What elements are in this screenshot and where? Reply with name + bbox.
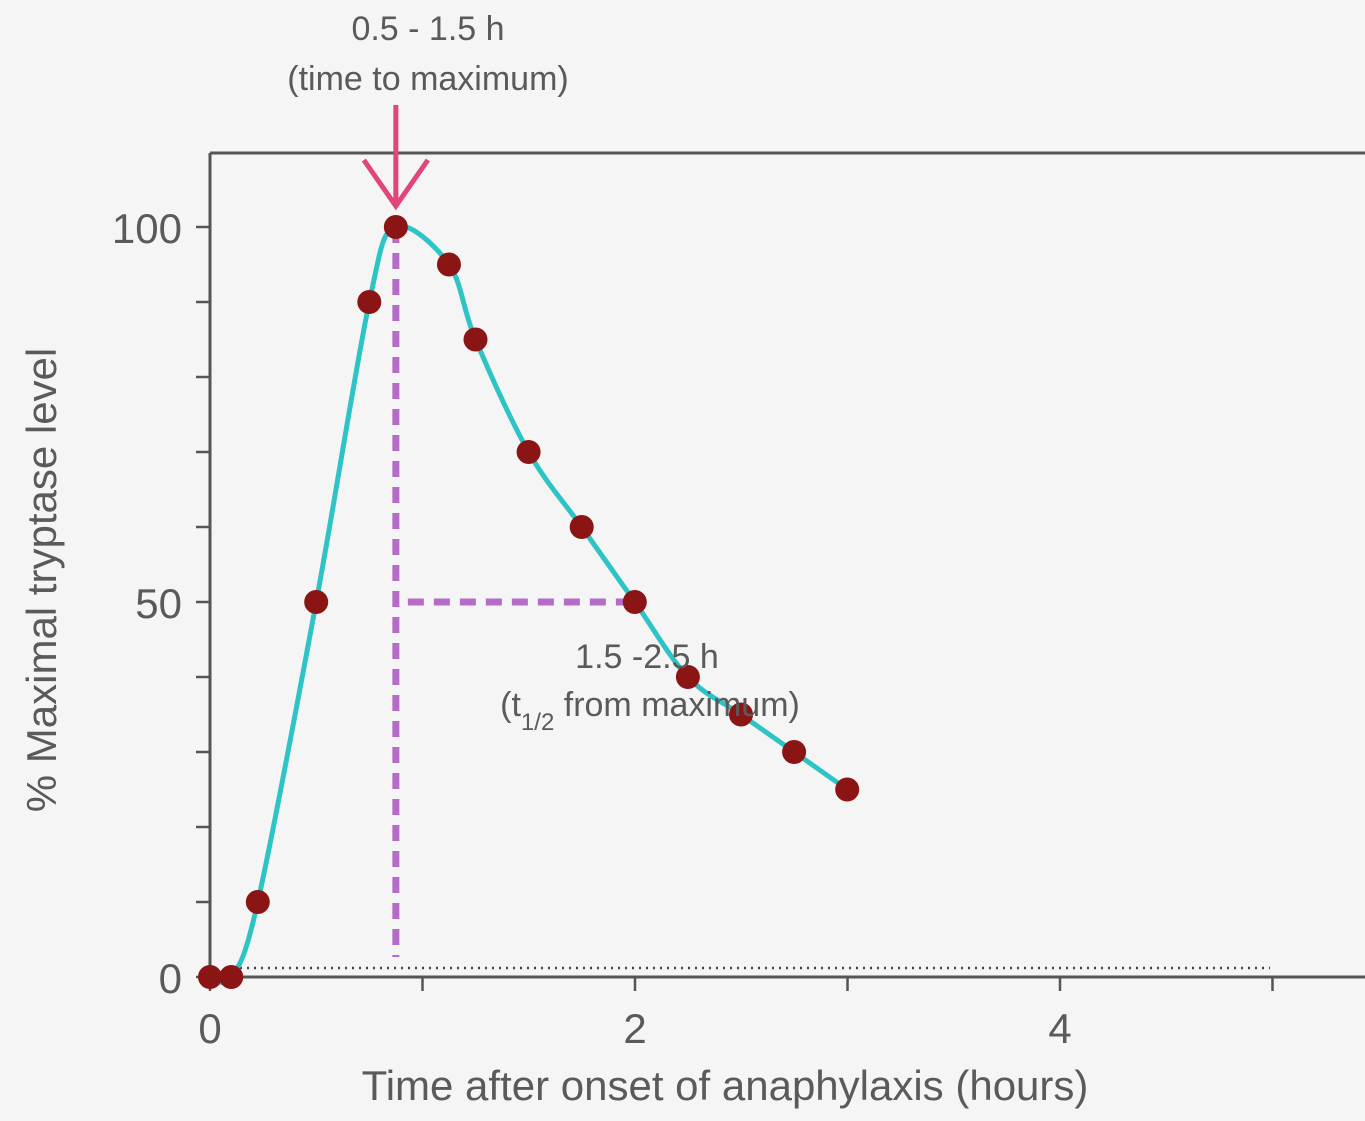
series-curve (209, 223, 849, 985)
data-point (463, 327, 488, 352)
data-point (782, 740, 807, 764)
data-point (675, 665, 700, 689)
y-tick-label: 0 (159, 955, 182, 1002)
data-point (622, 590, 647, 614)
y-axis-label: % Maximal tryptase level (18, 348, 65, 812)
axes (196, 151, 1365, 991)
data-point (304, 590, 329, 614)
annotation-half-life-line2: (t1/2 from maximum) (500, 686, 800, 736)
annotation-time-to-max-line2: (time to maximum) (287, 60, 568, 98)
data-point (383, 215, 408, 239)
data-point (198, 965, 222, 989)
peak-arrow-icon (361, 105, 430, 211)
tryptase-curve (209, 223, 849, 985)
y-tick-label: 100 (112, 205, 182, 252)
x-axis-label: Time after onset of anaphylaxis (hours) (362, 1062, 1089, 1109)
half-life-subscript: 1/2 (521, 709, 554, 736)
data-point (357, 290, 382, 314)
data-point (569, 515, 594, 539)
data-point (835, 777, 860, 802)
annotation-half-life-line1: 1.5 -2.5 h (575, 638, 719, 676)
data-point (729, 702, 753, 727)
half-life-suffix: from maximum) (554, 686, 800, 724)
half-life-guides (392, 227, 635, 957)
data-points (198, 215, 860, 989)
data-point (219, 965, 244, 989)
tick-labels: 0 50 100 0 2 4 (112, 205, 1072, 1052)
x-tick-label: 0 (198, 1005, 221, 1052)
time-to-maximum-annotation: 0.5 - 1.5 h (time to maximum) (287, 10, 569, 211)
data-point (516, 440, 541, 464)
x-tick-label: 2 (623, 1005, 646, 1052)
half-life-annotation: 1.5 -2.5 h (t1/2 from maximum) (500, 638, 800, 736)
data-point (436, 252, 461, 277)
arrow-head (361, 158, 430, 211)
data-point (245, 890, 270, 914)
half-life-prefix: (t (500, 686, 521, 724)
annotation-time-to-max-line1: 0.5 - 1.5 h (351, 10, 504, 48)
x-tick-label: 4 (1048, 1005, 1071, 1052)
y-tick-label: 50 (135, 580, 182, 627)
